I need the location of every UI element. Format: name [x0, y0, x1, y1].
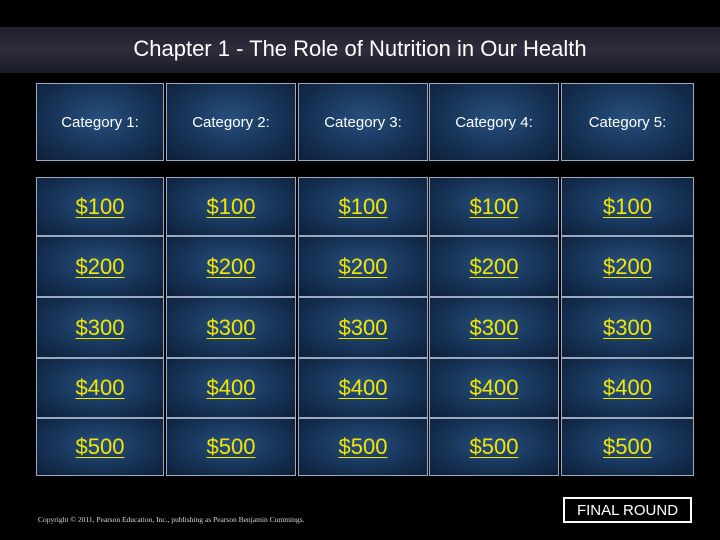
category-header-3: Category 3: — [298, 83, 428, 161]
question-cell-c4-r4[interactable]: $400 — [429, 358, 559, 418]
title-band — [0, 27, 720, 73]
final-round-button[interactable]: FINAL ROUND — [563, 497, 692, 523]
question-cell-c4-r1[interactable]: $100 — [429, 177, 559, 236]
question-cell-c5-r3[interactable]: $300 — [561, 297, 694, 358]
question-cell-c3-r5[interactable]: $500 — [298, 418, 428, 476]
question-cell-c2-r2[interactable]: $200 — [166, 236, 296, 297]
question-cell-c4-r3[interactable]: $300 — [429, 297, 559, 358]
question-cell-c5-r1[interactable]: $100 — [561, 177, 694, 236]
question-cell-c2-r4[interactable]: $400 — [166, 358, 296, 418]
page-title: Chapter 1 - The Role of Nutrition in Our… — [133, 36, 587, 61]
question-cell-c4-r2[interactable]: $200 — [429, 236, 559, 297]
question-cell-c3-r2[interactable]: $200 — [298, 236, 428, 297]
question-cell-c3-r4[interactable]: $400 — [298, 358, 428, 418]
question-cell-c2-r1[interactable]: $100 — [166, 177, 296, 236]
copyright-notice: Copyright © 2011, Pearson Education, Inc… — [38, 515, 305, 524]
jeopardy-board: Category 1: Category 2: Category 3: Categor… — [36, 83, 694, 531]
question-cell-c2-r5[interactable]: $500 — [166, 418, 296, 476]
question-cell-c3-r1[interactable]: $100 — [298, 177, 428, 236]
question-cell-c5-r4[interactable]: $400 — [561, 358, 694, 418]
category-header-4: Category 4: — [429, 83, 559, 161]
question-cell-c5-r5[interactable]: $500 — [561, 418, 694, 476]
question-cell-c5-r2[interactable]: $200 — [561, 236, 694, 297]
category-header-5: Category 5: — [561, 83, 694, 161]
question-cell-c2-r3[interactable]: $300 — [166, 297, 296, 358]
question-cell-c1-r2[interactable]: $200 — [36, 236, 164, 297]
question-cell-c1-r3[interactable]: $300 — [36, 297, 164, 358]
question-cell-c3-r3[interactable]: $300 — [298, 297, 428, 358]
question-cell-c1-r1[interactable]: $100 — [36, 177, 164, 236]
category-header-1: Category 1: — [36, 83, 164, 161]
question-cell-c1-r4[interactable]: $400 — [36, 358, 164, 418]
category-header-2: Category 2: — [166, 83, 296, 161]
question-cell-c4-r5[interactable]: $500 — [429, 418, 559, 476]
question-cell-c1-r5[interactable]: $500 — [36, 418, 164, 476]
